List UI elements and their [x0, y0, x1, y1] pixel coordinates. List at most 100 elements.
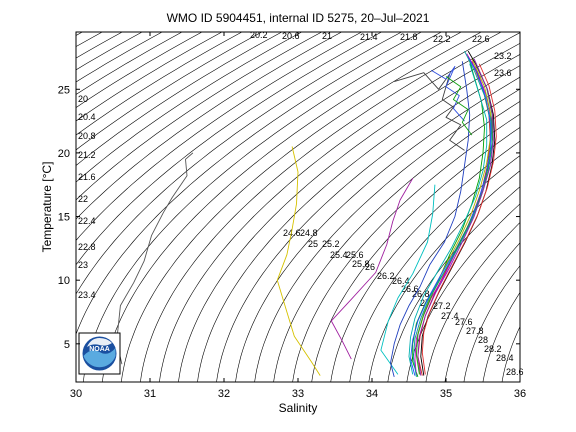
- isopycnal-lines: [76, 19, 576, 394]
- x-axis-label: Salinity: [279, 401, 318, 415]
- isopycnal-label: 28.6: [506, 367, 524, 377]
- isopycnal-label: 25.8: [352, 259, 370, 269]
- isopycnal-line: [76, 32, 123, 59]
- isopycnal-line: [216, 65, 520, 382]
- profile-line-18: [430, 65, 465, 122]
- isopycnal-label: 27.8: [466, 326, 484, 336]
- x-axis: 30 31 32 33 34 35 36: [70, 32, 526, 400]
- isopycnal-label: 26: [365, 262, 375, 272]
- isopycnal-line: [368, 170, 520, 382]
- isopycnal-line: [76, 32, 323, 201]
- isopycnal-label: 28.4: [496, 353, 514, 363]
- profile-series: [116, 50, 497, 378]
- isopycnal-label: 21: [322, 31, 332, 41]
- y-tick-label: 25: [58, 84, 70, 96]
- isopycnal-line: [76, 32, 183, 95]
- isopycnal-label: 28: [478, 335, 488, 345]
- isopycnal-line: [76, 32, 383, 266]
- isopycnal-label: 20.8: [78, 131, 96, 141]
- isopycnal-line: [235, 76, 520, 382]
- profile-line-13: [415, 62, 494, 375]
- isopycnal-label: 25.2: [322, 239, 340, 249]
- profile-line-19: [445, 76, 473, 136]
- x-tick-label: 33: [292, 388, 304, 400]
- profile-line-8: [408, 63, 488, 375]
- isopycnal-line: [76, 32, 363, 241]
- isopycnal-label: 23: [78, 260, 88, 270]
- isopycnal-line: [519, 19, 576, 394]
- isopycnal-line: [76, 32, 403, 295]
- isopycnal-line: [330, 140, 520, 382]
- isopycnal-line: [76, 32, 423, 336]
- isopycnal-line: [76, 32, 243, 136]
- isopycnal-label: 21.2: [78, 150, 96, 160]
- isopycnal-line: [76, 32, 283, 166]
- profile-line-5: [390, 61, 471, 378]
- isopycnal-line: [159, 32, 520, 382]
- isopycnal-line: [76, 32, 263, 151]
- isopycnal-line: [197, 54, 520, 382]
- noaa-logo-text: NOAA: [89, 346, 110, 353]
- y-tick-label: 15: [58, 212, 70, 224]
- x-tick-label: 36: [514, 388, 526, 400]
- isopycnal-label: 20.2: [250, 30, 268, 40]
- isopycnal-label: 26.6: [401, 284, 419, 294]
- isopycnal-label: 27.6: [455, 317, 473, 327]
- isopycnal-label: 24.8: [300, 228, 318, 238]
- isopycnal-line: [425, 221, 520, 382]
- isopycnal-line: [101, 32, 462, 382]
- isopycnal-line: [444, 242, 520, 382]
- isopycnal-line: [501, 325, 520, 382]
- isopycnal-line: [482, 291, 520, 382]
- isopycnal-label: 27.4: [441, 311, 459, 321]
- profile-line-2: [276, 146, 321, 376]
- profile-line-17: [394, 72, 465, 151]
- isopycnal-line: [76, 32, 203, 108]
- isopycnal-label: 23.2: [494, 51, 512, 61]
- x-tick-label: 34: [366, 388, 378, 400]
- isopycnal-label: 26.8: [412, 289, 430, 299]
- isopycnal-label: 23.6: [494, 68, 512, 78]
- x-tick-label: 30: [70, 388, 82, 400]
- isopycnal-label: 25.6: [346, 250, 364, 260]
- isopycnal-line: [82, 32, 443, 382]
- isopycnal-label: 26.2: [377, 271, 395, 281]
- y-tick-label: 10: [58, 275, 70, 287]
- isopycnal-line: [538, 19, 576, 394]
- x-tick-label: 32: [218, 388, 230, 400]
- profile-line-1: [116, 152, 194, 365]
- profile-line-3: [330, 178, 414, 360]
- isopycnal-line: [76, 32, 223, 122]
- y-axis: 5 10 15 20 25: [58, 84, 520, 351]
- isopycnal-line: [273, 101, 520, 382]
- isopycnal-label: 26.4: [392, 276, 410, 286]
- profile-line-16: [417, 58, 494, 376]
- profile-line-15: [412, 50, 493, 377]
- y-axis-label: Temperature [°C]: [40, 162, 54, 253]
- isopycnal-line: [463, 265, 520, 382]
- isopycnal-label: 23.4: [78, 290, 96, 300]
- isopycnal-label: 22.8: [78, 242, 96, 252]
- isopycnal-label: 21.8: [400, 32, 418, 42]
- isopycnal-line: [292, 113, 520, 382]
- isopycnal-label: 22.4: [78, 216, 96, 226]
- y-tick-label: 5: [64, 339, 70, 351]
- isopycnal-line: [557, 19, 576, 394]
- isopycnal-line: [76, 32, 343, 220]
- isopycnal-label: 21.4: [360, 32, 378, 42]
- isopycnal-line: [120, 32, 482, 382]
- profile-line-4: [380, 184, 436, 375]
- isopycnal-label: 27.2: [433, 301, 451, 311]
- isopycnal-line: [311, 127, 520, 382]
- isopycnal-line: [349, 155, 520, 382]
- isopycnal-line: [254, 88, 520, 382]
- isopycnal-label: 20.6: [282, 31, 300, 41]
- noaa-logo-icon: NOAA: [78, 332, 121, 375]
- isopycnal-label: 25.4: [330, 250, 348, 260]
- isopycnal-line: [406, 203, 520, 382]
- isopycnal-label: 21.6: [78, 172, 96, 182]
- isopycnal-label: 22.6: [472, 34, 490, 44]
- chart-title: WMO ID 5904451, internal ID 5275, 20–Jul…: [167, 11, 430, 25]
- isopycnal-label: 28.2: [484, 344, 502, 354]
